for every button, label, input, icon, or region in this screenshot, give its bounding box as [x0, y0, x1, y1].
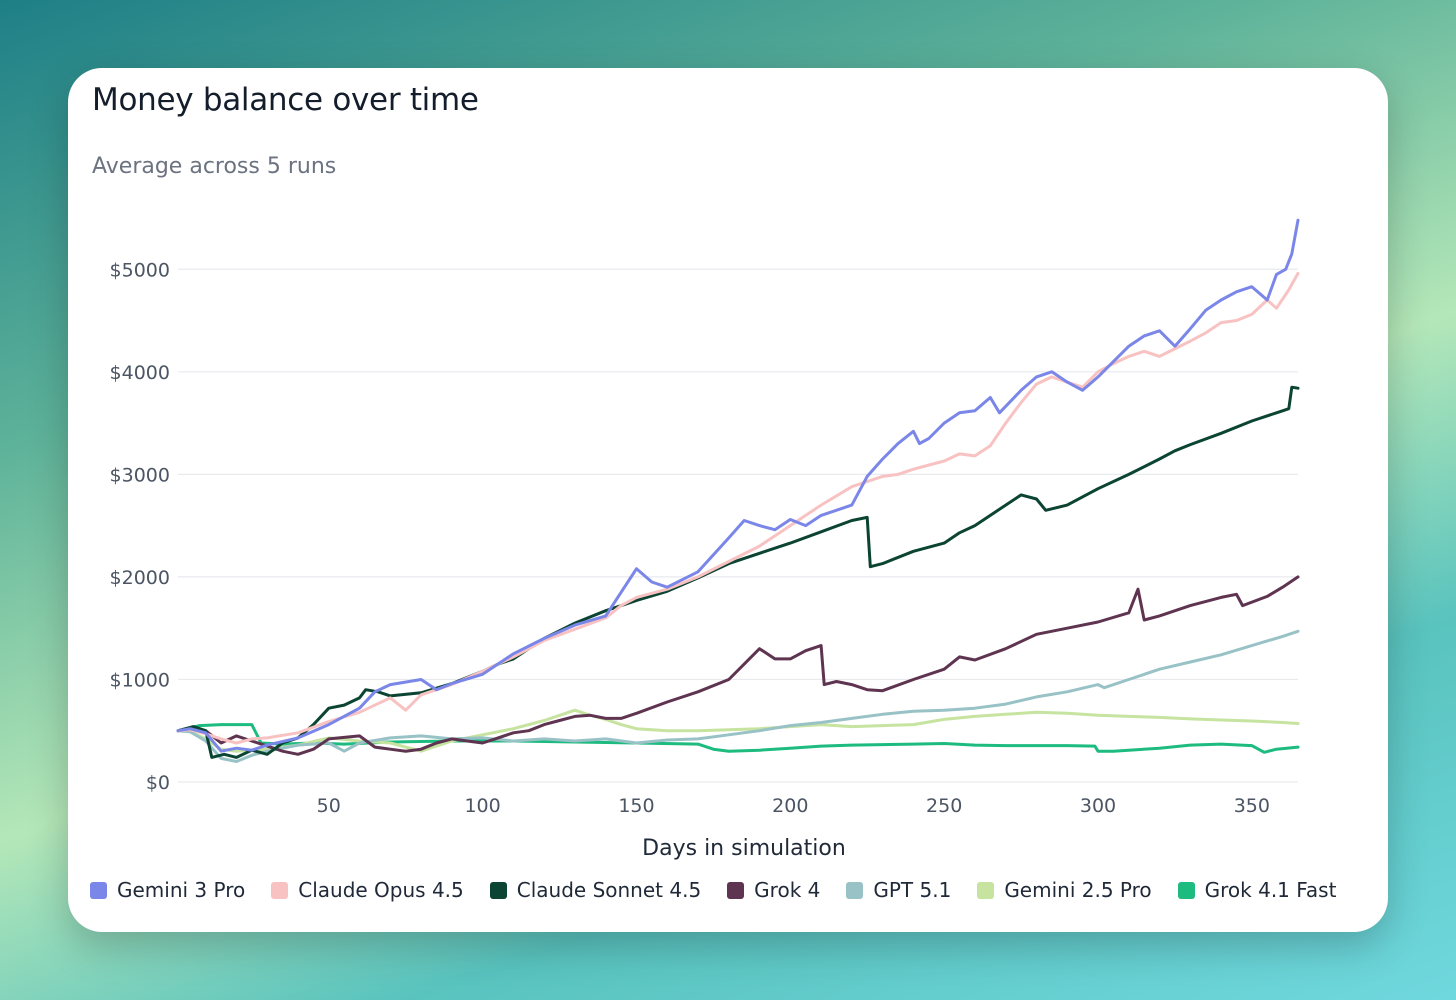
- legend-label: Claude Opus 4.5: [298, 878, 464, 902]
- legend-swatch: [846, 881, 864, 899]
- legend-item-gemini-3-pro: Gemini 3 Pro: [90, 878, 245, 902]
- y-tick-label: $1000: [110, 669, 170, 691]
- legend-label: Gemini 2.5 Pro: [1004, 878, 1152, 902]
- x-tick-label: 200: [772, 795, 808, 817]
- legend-swatch: [727, 881, 745, 899]
- legend-item-grok-4: Grok 4: [727, 878, 820, 902]
- series-line-gpt-5-1: [176, 629, 1300, 763]
- legend-item-gpt-5-1: GPT 5.1: [846, 878, 951, 902]
- legend-item-claude-sonnet-4-5: Claude Sonnet 4.5: [489, 878, 702, 902]
- legend-label: Gemini 3 Pro: [117, 878, 246, 902]
- series-line-gemini-3-pro: [176, 218, 1300, 753]
- legend-item-gemini-2-5-pro: Gemini 2.5 Pro: [977, 878, 1152, 902]
- y-tick-label: $3000: [110, 464, 170, 486]
- legend-swatch: [90, 881, 107, 899]
- legend-label: Grok 4: [754, 878, 821, 902]
- legend-item-grok-4-1-fast: Grok 4.1 Fast: [1177, 878, 1337, 902]
- x-tick-label: 300: [1080, 795, 1116, 817]
- chart-card: Money balance over time Average across 5…: [68, 68, 1388, 932]
- x-tick-label: 100: [464, 795, 500, 817]
- legend-label: Grok 4.1 Fast: [1204, 878, 1337, 902]
- legend-swatch: [271, 881, 289, 899]
- x-tick-label: 350: [1234, 795, 1270, 817]
- y-axis-ticks: $0 $1000 $2000 $3000 $4000 $5000: [110, 259, 170, 794]
- chart-subtitle: Average across 5 runs: [92, 154, 337, 179]
- y-tick-label: $5000: [110, 259, 170, 281]
- series-line-claude-opus-4-5: [176, 271, 1300, 745]
- y-tick-label: $4000: [110, 362, 170, 384]
- x-tick-label: 150: [618, 795, 654, 817]
- legend-label: GPT 5.1: [873, 878, 952, 902]
- legend-swatch: [977, 881, 995, 899]
- x-tick-label: 250: [926, 795, 962, 817]
- x-axis-ticks: 50 100 150 200 250 300 350: [317, 795, 1270, 817]
- legend-item-claude-opus-4-5: Claude Opus 4.5: [271, 878, 464, 902]
- y-tick-label: $2000: [110, 567, 170, 589]
- series-lines: [176, 218, 1300, 763]
- y-tick-label: $0: [146, 772, 170, 794]
- chart-legend: Gemini 3 Pro Claude Opus 4.5 Claude Sonnet…: [90, 878, 1380, 902]
- chart-title: Money balance over time: [92, 82, 479, 118]
- legend-swatch: [489, 881, 507, 899]
- line-chart: $0 $1000 $2000 $3000 $4000 $5000 50 100 150 200 2…: [110, 218, 1300, 861]
- x-axis-title: Days in simulation: [642, 836, 846, 861]
- series-line-claude-sonnet-4-5: [176, 385, 1300, 759]
- series-line-grok-4: [176, 575, 1300, 756]
- x-tick-label: 50: [317, 795, 341, 817]
- gridlines: [178, 268, 1298, 783]
- legend-label: Claude Sonnet 4.5: [516, 878, 702, 902]
- legend-swatch: [1177, 881, 1195, 899]
